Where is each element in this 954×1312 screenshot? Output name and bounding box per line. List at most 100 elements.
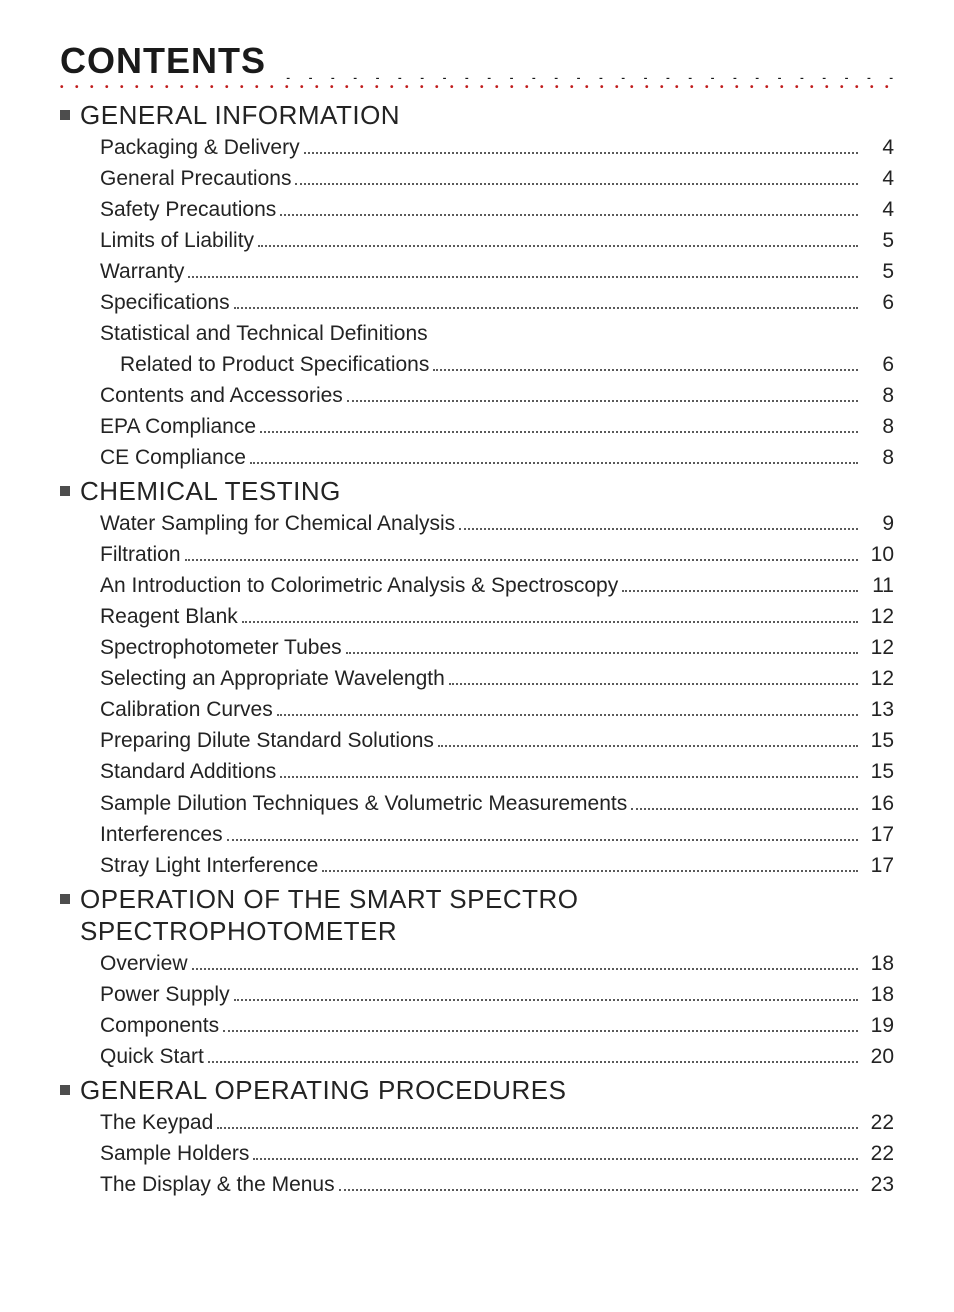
- toc-page-number: 12: [864, 663, 894, 694]
- toc-entry-text: Safety Precautions: [100, 194, 276, 225]
- dot-leader: [223, 1030, 858, 1032]
- toc-entry: Related to Product Specifications6: [120, 349, 894, 380]
- toc-page-number: 6: [864, 287, 894, 318]
- dot-leader: [253, 1158, 858, 1160]
- toc-page-number: 18: [864, 979, 894, 1010]
- dot-leader: [304, 152, 858, 154]
- title-row: CONTENTS ..............................: [60, 40, 894, 82]
- toc-entry-text: Packaging & Delivery: [100, 132, 300, 163]
- toc-entry-text: Components: [100, 1010, 219, 1041]
- toc-entry-text: Overview: [100, 948, 188, 979]
- toc-page-number: 17: [864, 850, 894, 881]
- dot-leader: [346, 652, 858, 654]
- toc-page-number: 20: [864, 1041, 894, 1072]
- title-dot-leader: ..............................: [266, 64, 894, 79]
- dot-leader: [438, 745, 858, 747]
- toc-entry-text: The Keypad: [100, 1107, 213, 1138]
- dot-leader: [250, 462, 858, 464]
- dot-leader: [622, 590, 858, 592]
- toc-page-number: 17: [864, 819, 894, 850]
- toc-entry: General Precautions4: [100, 163, 894, 194]
- toc-entry-text: CE Compliance: [100, 442, 246, 473]
- toc-entry: Reagent Blank12: [100, 601, 894, 632]
- toc-entry-text: An Introduction to Colorimetric Analysis…: [100, 570, 618, 601]
- toc-entry: Quick Start 20: [100, 1041, 894, 1072]
- square-bullet-icon: [60, 110, 70, 120]
- dot-leader: [277, 714, 858, 716]
- toc-page-number: 11: [864, 570, 894, 601]
- toc-entry: Preparing Dilute Standard Solutions 15: [100, 725, 894, 756]
- toc-page-number: 5: [864, 225, 894, 256]
- toc-entry: Statistical and Technical Definitions: [100, 318, 894, 349]
- dot-leader: [295, 183, 858, 185]
- toc-entry-text: Standard Additions: [100, 756, 276, 787]
- toc-section-title: CHEMICAL TESTING: [80, 475, 341, 508]
- toc-entry-text: Filtration: [100, 539, 181, 570]
- toc-page-number: 12: [864, 632, 894, 663]
- toc-page-number: 16: [864, 788, 894, 819]
- dot-leader: [459, 528, 858, 530]
- dot-leader: [208, 1061, 858, 1063]
- toc-entries: Water Sampling for Chemical Analysis9Fil…: [100, 508, 894, 881]
- toc-page-number: 23: [864, 1169, 894, 1200]
- toc-entries: The Keypad22Sample Holders22The Display …: [100, 1107, 894, 1200]
- toc-entry: Limits of Liability 5: [100, 225, 894, 256]
- toc-entry-text: Spectrophotometer Tubes: [100, 632, 342, 663]
- toc-entry: Power Supply 18: [100, 979, 894, 1010]
- toc-page-number: 22: [864, 1138, 894, 1169]
- dot-leader: [217, 1127, 858, 1129]
- toc-entry: Warranty5: [100, 256, 894, 287]
- toc-entry: The Keypad 22: [100, 1107, 894, 1138]
- toc-page-number: 8: [864, 380, 894, 411]
- toc-entry-text: The Display & the Menus: [100, 1169, 335, 1200]
- toc-entry: Selecting an Appropriate Wavelength 12: [100, 663, 894, 694]
- toc-section-title: OPERATION OF THE SMART SPECTRO SPECTROPH…: [80, 883, 894, 948]
- square-bullet-icon: [60, 1085, 70, 1095]
- toc-entry-text: EPA Compliance: [100, 411, 256, 442]
- toc-entry-text: Contents and Accessories: [100, 380, 343, 411]
- toc-section: OPERATION OF THE SMART SPECTRO SPECTROPH…: [60, 883, 894, 948]
- toc-section: CHEMICAL TESTING: [60, 475, 894, 508]
- dot-leader: [339, 1189, 858, 1191]
- toc-entry-text: Calibration Curves: [100, 694, 273, 725]
- dot-leader: [433, 369, 858, 371]
- toc-entries: Overview18Power Supply18Components19Quic…: [100, 948, 894, 1072]
- toc-page-number: 13: [864, 694, 894, 725]
- square-bullet-icon: [60, 894, 70, 904]
- toc-entry-text: Limits of Liability: [100, 225, 254, 256]
- toc-entry-text: Reagent Blank: [100, 601, 238, 632]
- toc-entry: An Introduction to Colorimetric Analysis…: [100, 570, 894, 601]
- toc-entry-text: Stray Light Interference: [100, 850, 318, 881]
- dot-leader: [192, 968, 858, 970]
- toc-page-number: 19: [864, 1010, 894, 1041]
- toc-entry: Sample Dilution Techniques & Volumetric …: [100, 788, 894, 819]
- toc-entry: Calibration Curves 13: [100, 694, 894, 725]
- toc-entry-text: Related to Product Specifications: [120, 349, 429, 380]
- dot-leader: [280, 214, 858, 216]
- toc-entry-text: Quick Start: [100, 1041, 204, 1072]
- toc-entry-text: Preparing Dilute Standard Solutions: [100, 725, 434, 756]
- toc-entry-text: Selecting an Appropriate Wavelength: [100, 663, 445, 694]
- toc-page-number: 22: [864, 1107, 894, 1138]
- toc-entry: Water Sampling for Chemical Analysis9: [100, 508, 894, 539]
- square-bullet-icon: [60, 486, 70, 496]
- dot-leader: [347, 400, 858, 402]
- toc-entry: Overview18: [100, 948, 894, 979]
- toc-page-number: 4: [864, 132, 894, 163]
- dot-leader: [258, 245, 858, 247]
- toc-entry-text: Warranty: [100, 256, 184, 287]
- toc-entry-text: Power Supply: [100, 979, 230, 1010]
- toc-entry: Specifications6: [100, 287, 894, 318]
- toc-page-number: 9: [864, 508, 894, 539]
- table-of-contents: GENERAL INFORMATIONPackaging & Delivery4…: [60, 99, 894, 1200]
- toc-entry-text: Sample Dilution Techniques & Volumetric …: [100, 788, 627, 819]
- toc-page-number: 15: [864, 725, 894, 756]
- page-title: CONTENTS: [60, 40, 266, 82]
- toc-entry-text: Statistical and Technical Definitions: [100, 318, 428, 349]
- toc-entry: Spectrophotometer Tubes 12: [100, 632, 894, 663]
- toc-page-number: 4: [864, 163, 894, 194]
- toc-entry-text: Sample Holders: [100, 1138, 249, 1169]
- toc-entry: The Display & the Menus 23: [100, 1169, 894, 1200]
- toc-entries: Packaging & Delivery 4General Precautions…: [100, 132, 894, 474]
- dot-leader: [449, 683, 858, 685]
